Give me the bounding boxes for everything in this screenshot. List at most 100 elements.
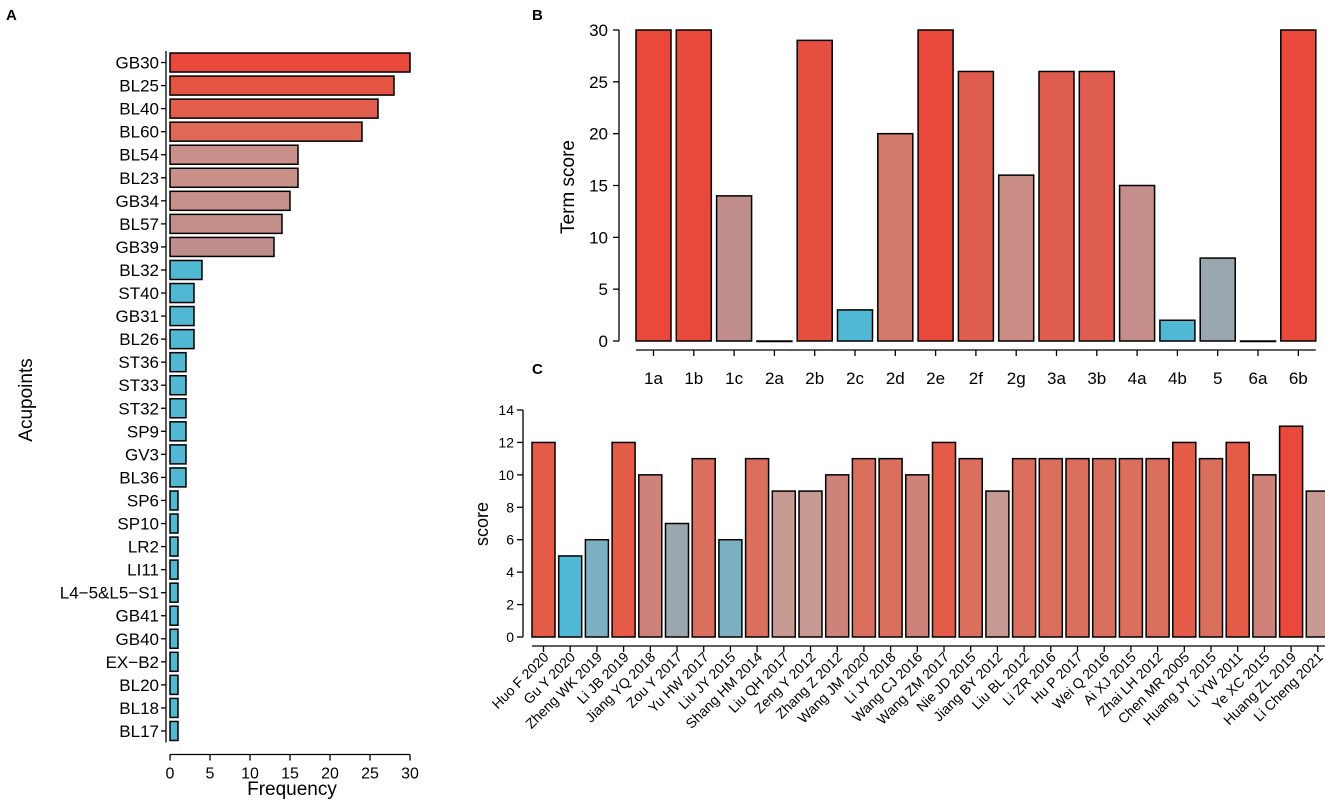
b-bar-2d [877, 132, 914, 342]
b-y-tick-label: 15 [589, 177, 608, 196]
c-bar-7 [718, 538, 743, 638]
c-bar-26 [1225, 441, 1250, 638]
a-y-tick-label: ST40 [118, 284, 159, 303]
c-bar-2 [584, 538, 610, 638]
b-y-tick-label: 25 [589, 73, 608, 92]
b-bar-1a [635, 29, 672, 342]
c-bar-5 [664, 522, 690, 638]
c-y-tick-label: 12 [498, 434, 514, 450]
a-bar-GV3 [169, 444, 187, 465]
b-y-tick-label: 20 [589, 125, 608, 144]
a-bar-BL18 [169, 697, 179, 719]
a-x-tick-label: 10 [241, 766, 259, 783]
c-bar-27 [1252, 474, 1277, 638]
b-x-tick-label: 2d [886, 369, 905, 388]
c-bar-16 [958, 457, 983, 638]
b-x-tick-label: 2g [1007, 369, 1026, 388]
a-x-tick-label: 0 [166, 766, 175, 783]
b-y-tick-label: 0 [599, 332, 608, 351]
b-bar-4b [1159, 319, 1196, 342]
a-y-tick-label: ST33 [118, 376, 159, 395]
a-bar-GB39 [169, 236, 275, 258]
b-bar-2b [796, 39, 833, 342]
c-bar-3 [611, 441, 636, 638]
b-y-tick-label: 10 [589, 228, 608, 247]
c-y-tick-label: 8 [506, 499, 514, 515]
a-bar-BL60 [169, 121, 363, 142]
b-x-tick-label: 2b [805, 369, 824, 388]
c-bar-20 [1065, 457, 1090, 638]
b-bar-6a [1239, 340, 1277, 343]
c-bar-24 [1172, 441, 1197, 638]
a-y-tick-label: BL40 [119, 100, 159, 119]
a-bar-ST40 [169, 282, 195, 304]
a-y-tick-label: GB31 [116, 307, 159, 326]
b-x-tick-label: 3a [1047, 369, 1066, 388]
a-bar-ST32 [169, 398, 187, 419]
c-bar-19 [1038, 457, 1064, 638]
a-y-tick-label: ST32 [118, 399, 159, 418]
b-bar-3b [1078, 70, 1116, 342]
a-bar-GB34 [169, 190, 291, 212]
b-x-tick-label: 4b [1168, 369, 1187, 388]
a-y-tick-label: BL57 [119, 215, 159, 234]
c-bar-11 [824, 474, 850, 638]
b-x-tick-label: 6a [1249, 369, 1268, 388]
c-bar-18 [1011, 457, 1037, 638]
a-bar-BL54 [169, 144, 299, 165]
b-x-tick-label: 1b [684, 369, 703, 388]
a-y-tick-label: BL26 [119, 330, 159, 349]
b-x-tick-label: 2e [926, 369, 945, 388]
c-bar-23 [1145, 457, 1170, 638]
b-bar-2a [756, 340, 793, 343]
panel-label-a: A [6, 7, 17, 24]
a-bar-EX−B2 [169, 651, 179, 673]
a-bar-L4−5&L5−S1 [169, 582, 179, 603]
a-x-tick-label: 20 [321, 766, 339, 783]
b-bar-2e [917, 29, 954, 342]
a-x-axis-title: Frequency [247, 779, 337, 800]
b-bar-2f [957, 70, 995, 342]
b-y-tick-label: 5 [599, 280, 608, 299]
c-bar-4 [638, 474, 663, 638]
a-y-tick-label: BL60 [119, 123, 159, 142]
a-y-tick-label: BL25 [119, 77, 159, 96]
b-bar-4a [1118, 184, 1156, 342]
b-bar-1c [715, 195, 753, 342]
a-y-tick-label: BL36 [119, 468, 159, 487]
b-bar-5 [1199, 257, 1236, 342]
a-y-tick-label: GV3 [125, 445, 159, 464]
a-bar-BL23 [169, 167, 299, 189]
chart-b-term-score: 0 5 10 15 20 25 30 1a 1b 1c 2a 2b 2c 2d 2e 2f 2g 3a 3b 4a 4b… [558, 21, 1317, 388]
b-bar-2c [836, 309, 874, 342]
chart-a-frequency-by-acupoint: GB30 BL25 BL40 BL60 BL54 BL23 GB34 BL57 GB39 BL32… [16, 51, 419, 800]
a-bar-GB31 [169, 305, 195, 327]
a-y-tick-label: GB39 [116, 238, 159, 257]
c-bar-0 [531, 441, 556, 638]
a-y-axis-title: Acupoints [16, 358, 37, 441]
a-y-tick-label: GB41 [116, 607, 159, 626]
b-y-axis-title: Term score [558, 140, 579, 234]
a-y-tick-label: BL17 [119, 722, 159, 741]
c-bar-8 [744, 457, 770, 638]
a-bar-BL26 [169, 328, 195, 350]
a-y-tick-label: GB30 [116, 54, 159, 73]
b-x-tick-label: 3b [1087, 369, 1106, 388]
a-y-tick-label: L4−5&L5−S1 [60, 584, 159, 603]
a-y-tick-label: BL32 [119, 261, 159, 280]
c-y-tick-label: 0 [506, 629, 514, 645]
b-bar-6b [1280, 29, 1317, 342]
b-y-tick-label: 30 [589, 21, 608, 40]
c-bar-21 [1091, 457, 1117, 638]
a-bar-GB30 [169, 52, 411, 73]
a-bar-ST33 [169, 374, 187, 396]
a-y-tick-label: GB34 [116, 192, 159, 211]
a-bar-BL32 [169, 259, 203, 281]
b-x-tick-label: 2c [846, 369, 864, 388]
a-bar-SP10 [169, 513, 179, 534]
c-bar-9 [771, 490, 797, 638]
a-y-tick-label: SP6 [127, 491, 159, 510]
a-y-tick-label: LI11 [127, 561, 159, 580]
a-x-tick-label: 30 [401, 766, 419, 783]
c-bar-12 [851, 457, 877, 638]
